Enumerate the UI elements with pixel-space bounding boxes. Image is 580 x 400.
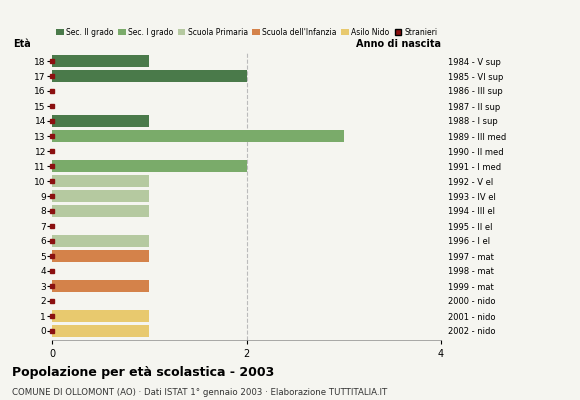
Legend: Sec. II grado, Sec. I grado, Scuola Primaria, Scuola dell'Infanzia, Asilo Nido, : Sec. II grado, Sec. I grado, Scuola Prim… <box>56 28 437 37</box>
Bar <box>52 70 246 82</box>
Bar <box>52 160 246 172</box>
Text: COMUNE DI OLLOMONT (AO) · Dati ISTAT 1° gennaio 2003 · Elaborazione TUTTITALIA.I: COMUNE DI OLLOMONT (AO) · Dati ISTAT 1° … <box>12 388 387 397</box>
Bar <box>52 280 150 292</box>
Bar <box>52 190 150 202</box>
Bar <box>52 55 150 67</box>
Bar <box>52 175 150 187</box>
Bar <box>52 115 150 127</box>
Text: Età: Età <box>13 39 31 49</box>
Bar <box>52 235 150 247</box>
Bar <box>52 130 343 142</box>
Bar <box>52 250 150 262</box>
Text: Anno di nascita: Anno di nascita <box>356 39 441 49</box>
Bar <box>52 310 150 322</box>
Text: Popolazione per età scolastica - 2003: Popolazione per età scolastica - 2003 <box>12 366 274 379</box>
Bar <box>52 325 150 337</box>
Bar <box>52 205 150 217</box>
